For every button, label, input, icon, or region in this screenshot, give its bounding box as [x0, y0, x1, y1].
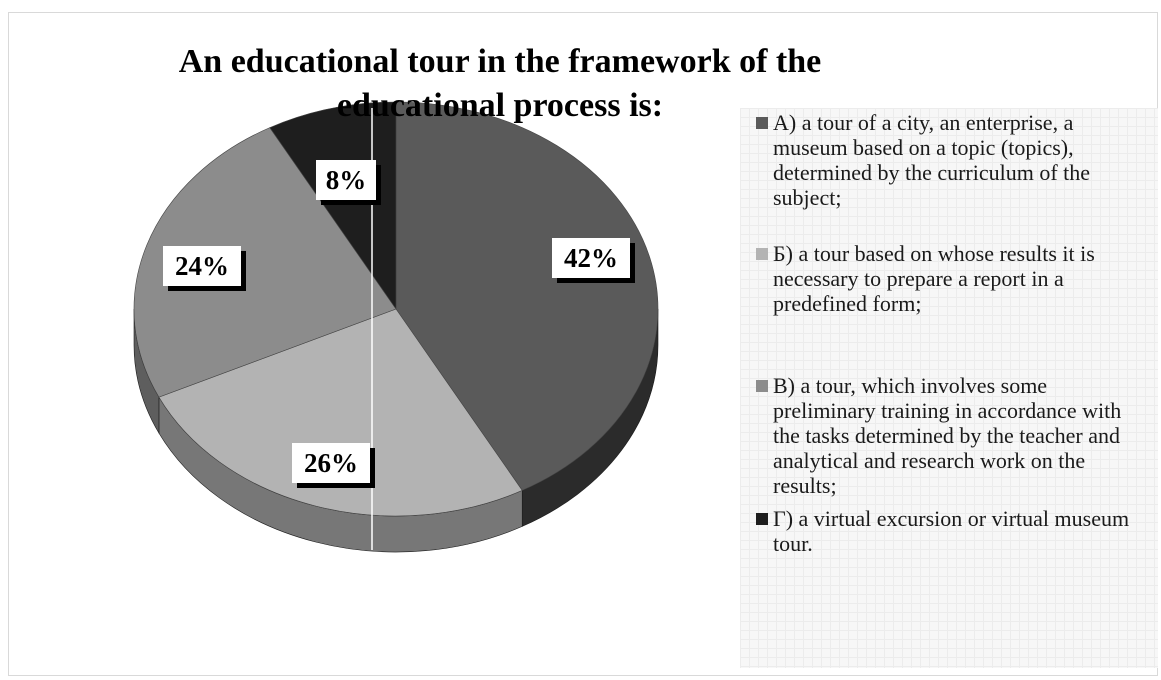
pie-slices — [133, 101, 659, 517]
data-label-text: 26% — [304, 448, 358, 478]
legend-label: B) a tour, which involves some prelimina… — [773, 373, 1122, 498]
pie-slice — [133, 127, 397, 398]
legend-swatch — [756, 380, 768, 392]
data-label: 42% — [552, 238, 635, 283]
legend-label: A) a tour of a city, an enterprise, a mu… — [773, 110, 1091, 210]
data-label: 8% — [316, 160, 381, 205]
pie-slice — [158, 308, 523, 517]
legend-label: Г) a virtual excursion or virtual museum… — [773, 506, 1130, 556]
data-label-text: 8% — [326, 165, 367, 195]
legend-swatch — [756, 248, 768, 260]
legend-entry-c: B) a tour, which involves some prelimina… — [756, 373, 1152, 498]
data-label-text: 24% — [175, 251, 229, 281]
data-label: 24% — [163, 246, 246, 291]
legend-swatch — [756, 513, 768, 525]
pie-slice — [395, 101, 659, 491]
data-label-text: 42% — [564, 243, 618, 273]
chart-title: An educational tour in the framework of … — [178, 43, 822, 124]
legend-label: Б) a tour based on whose results it is n… — [773, 241, 1095, 316]
pie-slice — [269, 101, 397, 310]
legend-swatch — [756, 117, 768, 129]
data-labels: 42% 26% 24% 8% — [163, 160, 635, 488]
legend: A) a tour of a city, an enterprise, a mu… — [740, 108, 1158, 668]
legend-entry-d: Г) a virtual excursion or virtual museum… — [756, 506, 1152, 556]
legend-entry-a: A) a tour of a city, an enterprise, a mu… — [756, 110, 1152, 210]
legend-entry-b: Б) a tour based on whose results it is n… — [756, 241, 1152, 316]
data-label: 26% — [292, 443, 375, 488]
